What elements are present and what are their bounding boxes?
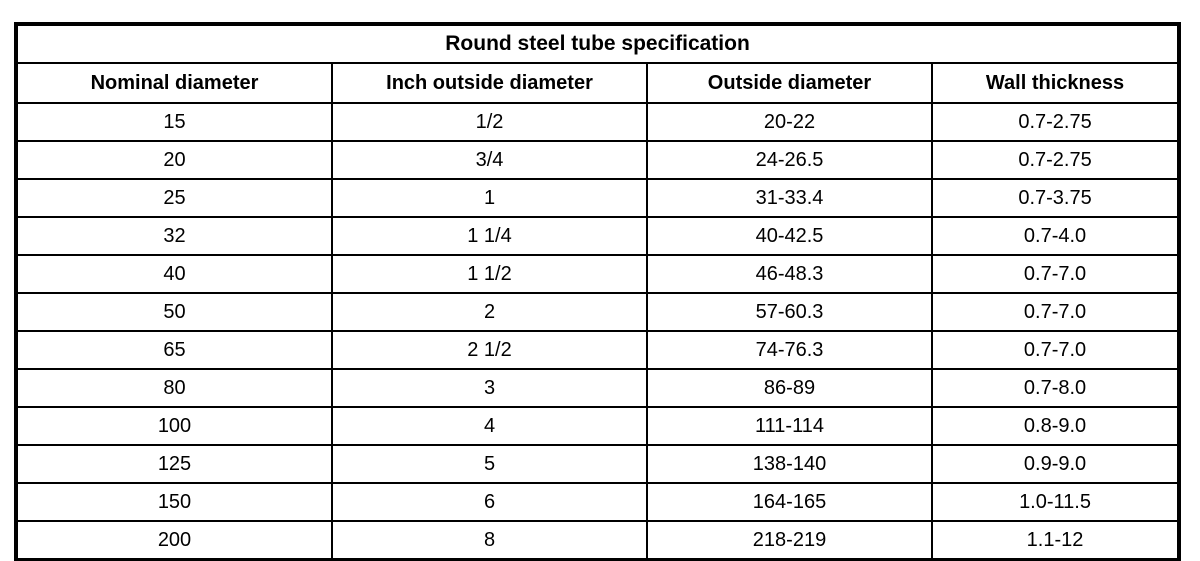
table-cell-wall-thickness: 0.7-7.0: [930, 292, 1181, 332]
table-row: 20 3/4 24-26.5 0.7-2.75: [15, 140, 1181, 180]
table-cell-nominal-diameter: 40: [15, 254, 333, 294]
column-header-nominal-diameter: Nominal diameter: [15, 62, 333, 104]
table-cell-outside-diameter: 111-114: [646, 406, 933, 446]
table-cell-outside-diameter: 40-42.5: [646, 216, 933, 256]
table-row: 40 1 1/2 46-48.3 0.7-7.0: [15, 254, 1181, 294]
table-row: 80 3 86-89 0.7-8.0: [15, 368, 1181, 408]
table-row: 125 5 138-140 0.9-9.0: [15, 444, 1181, 484]
table-title: Round steel tube specification: [14, 23, 1181, 64]
table-cell-nominal-diameter: 20: [15, 140, 333, 180]
table-cell-outside-diameter: 31-33.4: [646, 178, 933, 218]
table-cell-outside-diameter: 164-165: [646, 482, 933, 522]
table-cell-inch-outside-diameter: 1: [331, 178, 648, 218]
column-header-wall-thickness: Wall thickness: [930, 62, 1181, 104]
table-cell-nominal-diameter: 65: [15, 330, 333, 370]
column-header-outside-diameter: Outside diameter: [646, 62, 933, 104]
table-cell-nominal-diameter: 50: [15, 292, 333, 332]
table-cell-outside-diameter: 46-48.3: [646, 254, 933, 294]
table-cell-inch-outside-diameter: 3: [331, 368, 648, 408]
table-header-row: Nominal diameter Inch outside diameter O…: [15, 62, 1181, 104]
table-cell-outside-diameter: 20-22: [646, 102, 933, 142]
table-cell-outside-diameter: 138-140: [646, 444, 933, 484]
table-row: 32 1 1/4 40-42.5 0.7-4.0: [15, 216, 1181, 256]
table-cell-nominal-diameter: 25: [15, 178, 333, 218]
table-cell-wall-thickness: 0.9-9.0: [930, 444, 1181, 484]
table-cell-inch-outside-diameter: 4: [331, 406, 648, 446]
table-title-row: Round steel tube specification: [14, 23, 1181, 64]
table-cell-nominal-diameter: 125: [15, 444, 333, 484]
table-cell-outside-diameter: 218-219: [646, 520, 933, 561]
table-cell-inch-outside-diameter: 3/4: [331, 140, 648, 180]
table-row: 65 2 1/2 74-76.3 0.7-7.0: [15, 330, 1181, 370]
round-steel-tube-spec-table: Round steel tube specification Nominal d…: [14, 22, 1182, 561]
table-cell-wall-thickness: 0.7-2.75: [930, 102, 1181, 142]
column-header-inch-outside-diameter: Inch outside diameter: [331, 62, 648, 104]
table-row: 25 1 31-33.4 0.7-3.75: [15, 178, 1181, 218]
table-cell-wall-thickness: 0.7-7.0: [930, 254, 1181, 294]
table-cell-nominal-diameter: 150: [15, 482, 333, 522]
table-row: 150 6 164-165 1.0-11.5: [15, 482, 1181, 522]
table-cell-inch-outside-diameter: 1/2: [331, 102, 648, 142]
table-cell-nominal-diameter: 100: [15, 406, 333, 446]
table-cell-outside-diameter: 57-60.3: [646, 292, 933, 332]
table-row: 100 4 111-114 0.8-9.0: [15, 406, 1181, 446]
table-cell-inch-outside-diameter: 2: [331, 292, 648, 332]
table-cell-nominal-diameter: 80: [15, 368, 333, 408]
table-cell-inch-outside-diameter: 8: [331, 520, 648, 561]
table-cell-outside-diameter: 86-89: [646, 368, 933, 408]
table-cell-wall-thickness: 0.7-3.75: [930, 178, 1181, 218]
table-row: 15 1/2 20-22 0.7-2.75: [15, 102, 1181, 142]
table-row: 200 8 218-219 1.1-12: [15, 520, 1181, 561]
table-cell-wall-thickness: 0.7-7.0: [930, 330, 1181, 370]
table-cell-nominal-diameter: 32: [15, 216, 333, 256]
table-cell-wall-thickness: 1.0-11.5: [930, 482, 1181, 522]
table-cell-wall-thickness: 0.7-8.0: [930, 368, 1181, 408]
table-cell-wall-thickness: 0.8-9.0: [930, 406, 1181, 446]
table-cell-inch-outside-diameter: 5: [331, 444, 648, 484]
table-cell-inch-outside-diameter: 1 1/4: [331, 216, 648, 256]
table-cell-wall-thickness: 1.1-12: [930, 520, 1181, 561]
table-cell-outside-diameter: 24-26.5: [646, 140, 933, 180]
table-cell-nominal-diameter: 15: [15, 102, 333, 142]
table-row: 50 2 57-60.3 0.7-7.0: [15, 292, 1181, 332]
table-cell-wall-thickness: 0.7-4.0: [930, 216, 1181, 256]
table-cell-nominal-diameter: 200: [15, 520, 333, 561]
table-cell-inch-outside-diameter: 6: [331, 482, 648, 522]
table-cell-inch-outside-diameter: 2 1/2: [331, 330, 648, 370]
table-cell-outside-diameter: 74-76.3: [646, 330, 933, 370]
table-cell-inch-outside-diameter: 1 1/2: [331, 254, 648, 294]
table-cell-wall-thickness: 0.7-2.75: [930, 140, 1181, 180]
